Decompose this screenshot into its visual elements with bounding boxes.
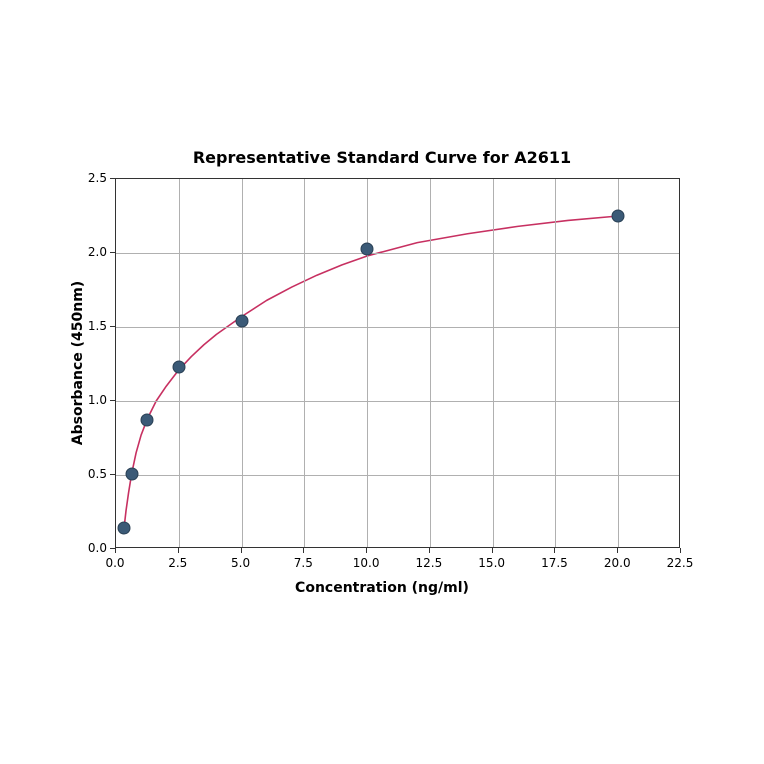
x-tick-label: 12.5: [416, 556, 443, 570]
data-point: [117, 522, 130, 535]
x-tick: [617, 548, 618, 553]
x-tick: [554, 548, 555, 553]
y-tick-label: 2.5: [88, 171, 107, 185]
data-point: [612, 210, 625, 223]
gridline-vertical: [618, 179, 619, 547]
gridline-vertical: [367, 179, 368, 547]
gridline-horizontal: [116, 253, 679, 254]
gridline-vertical: [304, 179, 305, 547]
x-axis-label: Concentration (ng/ml): [0, 580, 764, 596]
y-tick-label: 1.0: [88, 393, 107, 407]
gridline-horizontal: [116, 401, 679, 402]
data-point: [235, 315, 248, 328]
x-tick: [366, 548, 367, 553]
y-tick: [110, 178, 115, 179]
y-tick: [110, 400, 115, 401]
gridline-vertical: [430, 179, 431, 547]
data-point: [125, 467, 138, 480]
y-tick-label: 0.0: [88, 541, 107, 555]
x-tick-label: 15.0: [478, 556, 505, 570]
plot-area: [115, 178, 680, 548]
y-tick-label: 2.0: [88, 245, 107, 259]
x-tick-label: 10.0: [353, 556, 380, 570]
data-point: [141, 414, 154, 427]
x-tick-label: 22.5: [667, 556, 694, 570]
x-tick: [303, 548, 304, 553]
x-tick: [241, 548, 242, 553]
gridline-vertical: [555, 179, 556, 547]
x-tick-label: 17.5: [541, 556, 568, 570]
chart-canvas: Representative Standard Curve for A2611 …: [0, 0, 764, 764]
gridline-horizontal: [116, 327, 679, 328]
fit-curve: [116, 179, 681, 549]
x-tick-label: 2.5: [168, 556, 187, 570]
x-tick-label: 7.5: [294, 556, 313, 570]
gridline-horizontal: [116, 475, 679, 476]
curve-path: [124, 216, 618, 530]
x-tick-label: 0.0: [105, 556, 124, 570]
x-tick: [492, 548, 493, 553]
y-tick-label: 1.5: [88, 319, 107, 333]
gridline-vertical: [493, 179, 494, 547]
y-tick: [110, 252, 115, 253]
x-tick-label: 20.0: [604, 556, 631, 570]
gridline-vertical: [242, 179, 243, 547]
y-tick: [110, 474, 115, 475]
y-axis-label: Absorbance (450nm): [70, 263, 86, 463]
x-tick: [115, 548, 116, 553]
x-tick: [429, 548, 430, 553]
data-point: [361, 242, 374, 255]
x-tick: [178, 548, 179, 553]
x-tick: [680, 548, 681, 553]
y-tick-label: 0.5: [88, 467, 107, 481]
x-tick-label: 5.0: [231, 556, 250, 570]
y-tick: [110, 326, 115, 327]
data-point: [172, 360, 185, 373]
chart-title: Representative Standard Curve for A2611: [0, 148, 764, 167]
